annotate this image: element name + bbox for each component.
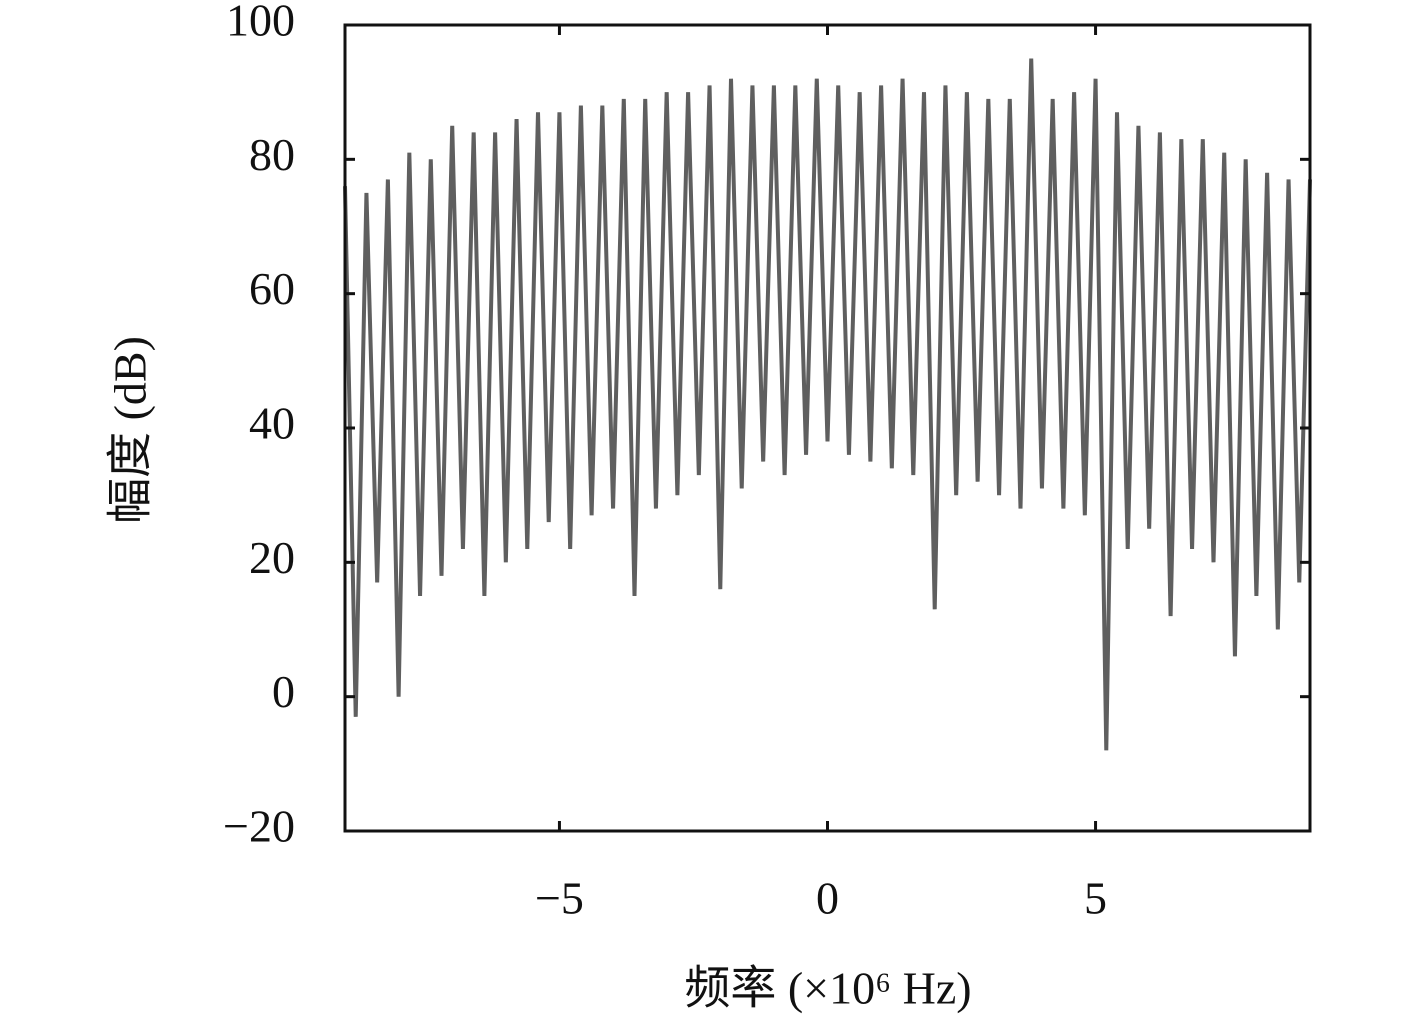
data-line	[343, 58, 1312, 751]
x-tick-label: −5	[535, 873, 584, 924]
y-axis-label: 幅度 (dB)	[105, 336, 156, 524]
x-tick-label: 0	[816, 873, 839, 924]
x-tick-label: 5	[1084, 873, 1107, 924]
y-tick-label: 100	[226, 0, 295, 46]
y-tick-label: 80	[249, 129, 295, 180]
y-tick-label: 20	[249, 532, 295, 583]
y-tick-label: 0	[272, 666, 295, 717]
y-tick-label: 40	[249, 398, 295, 449]
y-tick-label: 60	[249, 263, 295, 314]
y-tick-label: −20	[223, 801, 295, 852]
x-axis-label: 频率 (×10⁶ Hz)	[684, 963, 971, 1014]
